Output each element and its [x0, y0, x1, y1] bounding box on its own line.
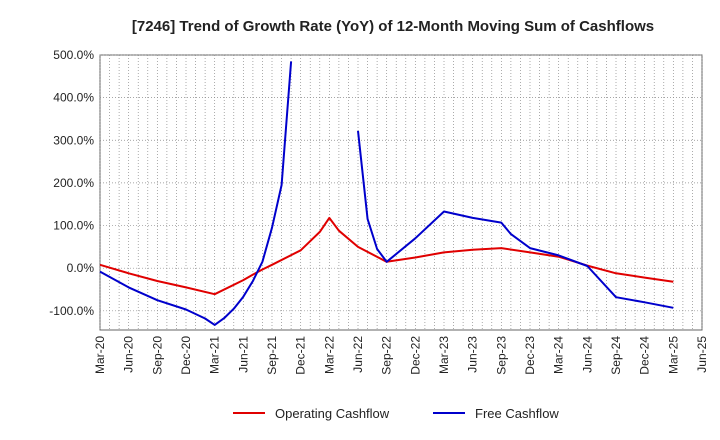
x-tick-label: Jun-23 — [466, 336, 480, 373]
x-tick-label: Mar-23 — [437, 336, 451, 374]
y-tick-label: 0.0% — [67, 261, 95, 275]
free-cashflow-line — [357, 130, 674, 309]
x-tick-label: Jun-24 — [580, 336, 594, 373]
x-tick-label: Dec-23 — [523, 336, 537, 375]
plot-area — [99, 54, 703, 331]
x-tick-label: Sep-22 — [380, 336, 394, 375]
y-tick-label: 500.0% — [53, 48, 94, 62]
y-tick-label: 200.0% — [53, 176, 94, 190]
x-tick-label: Sep-20 — [150, 336, 164, 375]
x-tick-label: Sep-21 — [265, 336, 279, 375]
y-tick-label: -100.0% — [49, 304, 94, 318]
x-axis-ticks: Mar-20 Jun-20 Sep-20 Dec-20 Mar-21 Jun-21 Sep-… — [93, 336, 709, 375]
legend-label-free-cashflow: Free Cashflow — [475, 406, 559, 421]
y-tick-label: 400.0% — [53, 91, 94, 105]
y-axis-ticks: 500.0% 400.0% 300.0% 200.0% 100.0% 0.0% -100.0… — [49, 48, 94, 318]
x-tick-label: Dec-21 — [294, 336, 308, 375]
x-tick-label: Jun-22 — [351, 336, 365, 373]
x-tick-label: Jun-21 — [236, 336, 250, 373]
free-cashflow-line — [99, 61, 293, 326]
series-lines — [99, 61, 674, 326]
y-tick-label: 300.0% — [53, 133, 94, 147]
legend: Operating Cashflow Free Cashflow — [233, 406, 559, 421]
x-tick-label: Sep-23 — [494, 336, 508, 375]
y-tick-label: 100.0% — [53, 219, 94, 233]
gridlines — [99, 54, 703, 330]
operating-cashflow-line — [99, 216, 674, 296]
chart-title: [7246] Trend of Growth Rate (YoY) of 12-… — [132, 18, 654, 35]
x-tick-label: Mar-22 — [322, 336, 336, 374]
x-tick-label: Sep-24 — [609, 336, 623, 375]
x-tick-label: Mar-21 — [208, 336, 222, 374]
x-tick-label: Dec-24 — [638, 336, 652, 375]
x-tick-label: Mar-20 — [93, 336, 107, 374]
x-tick-label: Jun-20 — [122, 336, 136, 373]
x-tick-label: Dec-20 — [179, 336, 193, 375]
x-tick-label: Mar-25 — [666, 336, 680, 374]
x-tick-label: Jun-25 — [695, 336, 709, 373]
x-tick-label: Mar-24 — [552, 336, 566, 374]
legend-label-operating-cashflow: Operating Cashflow — [275, 406, 390, 421]
x-tick-label: Dec-22 — [408, 336, 422, 375]
